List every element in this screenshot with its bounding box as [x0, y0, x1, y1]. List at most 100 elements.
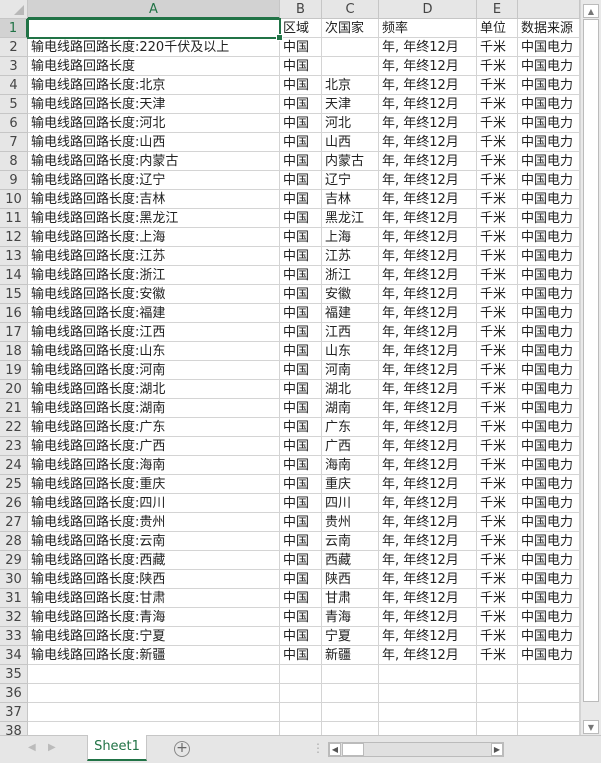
cell[interactable]: 单位: [477, 19, 518, 38]
cell[interactable]: 区域: [280, 19, 322, 38]
splitter-handle-icon[interactable]: ⋮: [312, 741, 324, 755]
cell[interactable]: 输电线路回路长度:重庆: [28, 475, 280, 494]
cell[interactable]: 黑龙江: [322, 209, 379, 228]
row-header[interactable]: 9: [0, 171, 28, 190]
cell[interactable]: 江苏: [322, 247, 379, 266]
cell[interactable]: 中国电力: [518, 380, 580, 399]
cell[interactable]: 输电线路回路长度:宁夏: [28, 627, 280, 646]
cell[interactable]: 中国电力: [518, 266, 580, 285]
cell[interactable]: 河北: [322, 114, 379, 133]
cell[interactable]: 年, 年终12月: [379, 418, 477, 437]
cell[interactable]: 江西: [322, 323, 379, 342]
cell[interactable]: 中国: [280, 38, 322, 57]
row-header[interactable]: 6: [0, 114, 28, 133]
cell[interactable]: 北京: [322, 76, 379, 95]
scroll-up-icon[interactable]: ▲: [583, 4, 599, 18]
cell[interactable]: 千米: [477, 38, 518, 57]
cell[interactable]: 年, 年终12月: [379, 152, 477, 171]
cell[interactable]: 输电线路回路长度:福建: [28, 304, 280, 323]
cell[interactable]: 中国: [280, 418, 322, 437]
cell[interactable]: 输电线路回路长度:河北: [28, 114, 280, 133]
cell[interactable]: 中国: [280, 342, 322, 361]
cell[interactable]: 输电线路回路长度:湖南: [28, 399, 280, 418]
cell[interactable]: [379, 703, 477, 722]
cell[interactable]: 输电线路回路长度:北京: [28, 76, 280, 95]
cell[interactable]: 中国电力: [518, 209, 580, 228]
horizontal-scrollbar[interactable]: ◀ ▶: [328, 742, 504, 757]
cell[interactable]: 千米: [477, 513, 518, 532]
cell[interactable]: 千米: [477, 456, 518, 475]
cell[interactable]: [379, 684, 477, 703]
row-header[interactable]: 38: [0, 722, 28, 735]
cell[interactable]: 输电线路回路长度:内蒙古: [28, 152, 280, 171]
cell[interactable]: [379, 722, 477, 735]
cell[interactable]: 输电线路回路长度:浙江: [28, 266, 280, 285]
cell[interactable]: 次国家: [322, 19, 379, 38]
row-header[interactable]: 15: [0, 285, 28, 304]
cell[interactable]: [518, 722, 580, 735]
cell[interactable]: [28, 722, 280, 735]
vertical-scrollbar[interactable]: ▲ ▼: [580, 0, 601, 735]
cell[interactable]: [322, 722, 379, 735]
cell[interactable]: [28, 703, 280, 722]
select-all-corner[interactable]: [0, 0, 28, 19]
cell[interactable]: 千米: [477, 361, 518, 380]
cell[interactable]: 年, 年终12月: [379, 399, 477, 418]
row-header[interactable]: 35: [0, 665, 28, 684]
cell[interactable]: 年, 年终12月: [379, 114, 477, 133]
cell[interactable]: 云南: [322, 532, 379, 551]
cell[interactable]: 数据来源: [518, 19, 580, 38]
cell[interactable]: 千米: [477, 76, 518, 95]
cell[interactable]: 中国: [280, 532, 322, 551]
cell[interactable]: 中国电力: [518, 38, 580, 57]
cell[interactable]: 年, 年终12月: [379, 285, 477, 304]
cell[interactable]: 输电线路回路长度:青海: [28, 608, 280, 627]
cell[interactable]: 中国: [280, 76, 322, 95]
cell[interactable]: 输电线路回路长度:甘肃: [28, 589, 280, 608]
cell[interactable]: 千米: [477, 209, 518, 228]
row-header[interactable]: 20: [0, 380, 28, 399]
cell[interactable]: [477, 722, 518, 735]
cell[interactable]: 年, 年终12月: [379, 190, 477, 209]
cell[interactable]: 中国电力: [518, 361, 580, 380]
horizontal-scroll-thumb[interactable]: [342, 743, 364, 756]
cell[interactable]: 千米: [477, 304, 518, 323]
cell[interactable]: 年, 年终12月: [379, 228, 477, 247]
cell[interactable]: 输电线路回路长度:上海: [28, 228, 280, 247]
scroll-left-icon[interactable]: ◀: [329, 743, 341, 756]
cell[interactable]: 年, 年终12月: [379, 95, 477, 114]
cell[interactable]: 上海: [322, 228, 379, 247]
row-header[interactable]: 29: [0, 551, 28, 570]
cell[interactable]: 输电线路回路长度:江西: [28, 323, 280, 342]
cell[interactable]: [322, 703, 379, 722]
row-header[interactable]: 18: [0, 342, 28, 361]
cell[interactable]: 中国电力: [518, 646, 580, 665]
row-header[interactable]: 36: [0, 684, 28, 703]
cell[interactable]: [280, 684, 322, 703]
cell[interactable]: 新疆: [322, 646, 379, 665]
cell[interactable]: 年, 年终12月: [379, 171, 477, 190]
row-header[interactable]: 12: [0, 228, 28, 247]
vertical-scroll-thumb[interactable]: [583, 19, 599, 702]
row-header[interactable]: 28: [0, 532, 28, 551]
cell[interactable]: 年, 年终12月: [379, 570, 477, 589]
cell[interactable]: 中国电力: [518, 589, 580, 608]
cell[interactable]: 中国电力: [518, 627, 580, 646]
cell[interactable]: 千米: [477, 323, 518, 342]
sheet-tab-sheet1[interactable]: Sheet1: [87, 735, 147, 761]
cell[interactable]: 输电线路回路长度:四川: [28, 494, 280, 513]
cell[interactable]: 中国: [280, 646, 322, 665]
cell[interactable]: 年, 年终12月: [379, 304, 477, 323]
cell[interactable]: 中国: [280, 570, 322, 589]
cell[interactable]: 输电线路回路长度:黑龙江: [28, 209, 280, 228]
cell[interactable]: 中国: [280, 57, 322, 76]
cell[interactable]: 中国电力: [518, 57, 580, 76]
cell[interactable]: 输电线路回路长度:广西: [28, 437, 280, 456]
cell[interactable]: 中国电力: [518, 304, 580, 323]
cell[interactable]: 年, 年终12月: [379, 627, 477, 646]
cell[interactable]: 年, 年终12月: [379, 437, 477, 456]
cell[interactable]: 中国电力: [518, 570, 580, 589]
cell[interactable]: [518, 665, 580, 684]
cell[interactable]: 吉林: [322, 190, 379, 209]
